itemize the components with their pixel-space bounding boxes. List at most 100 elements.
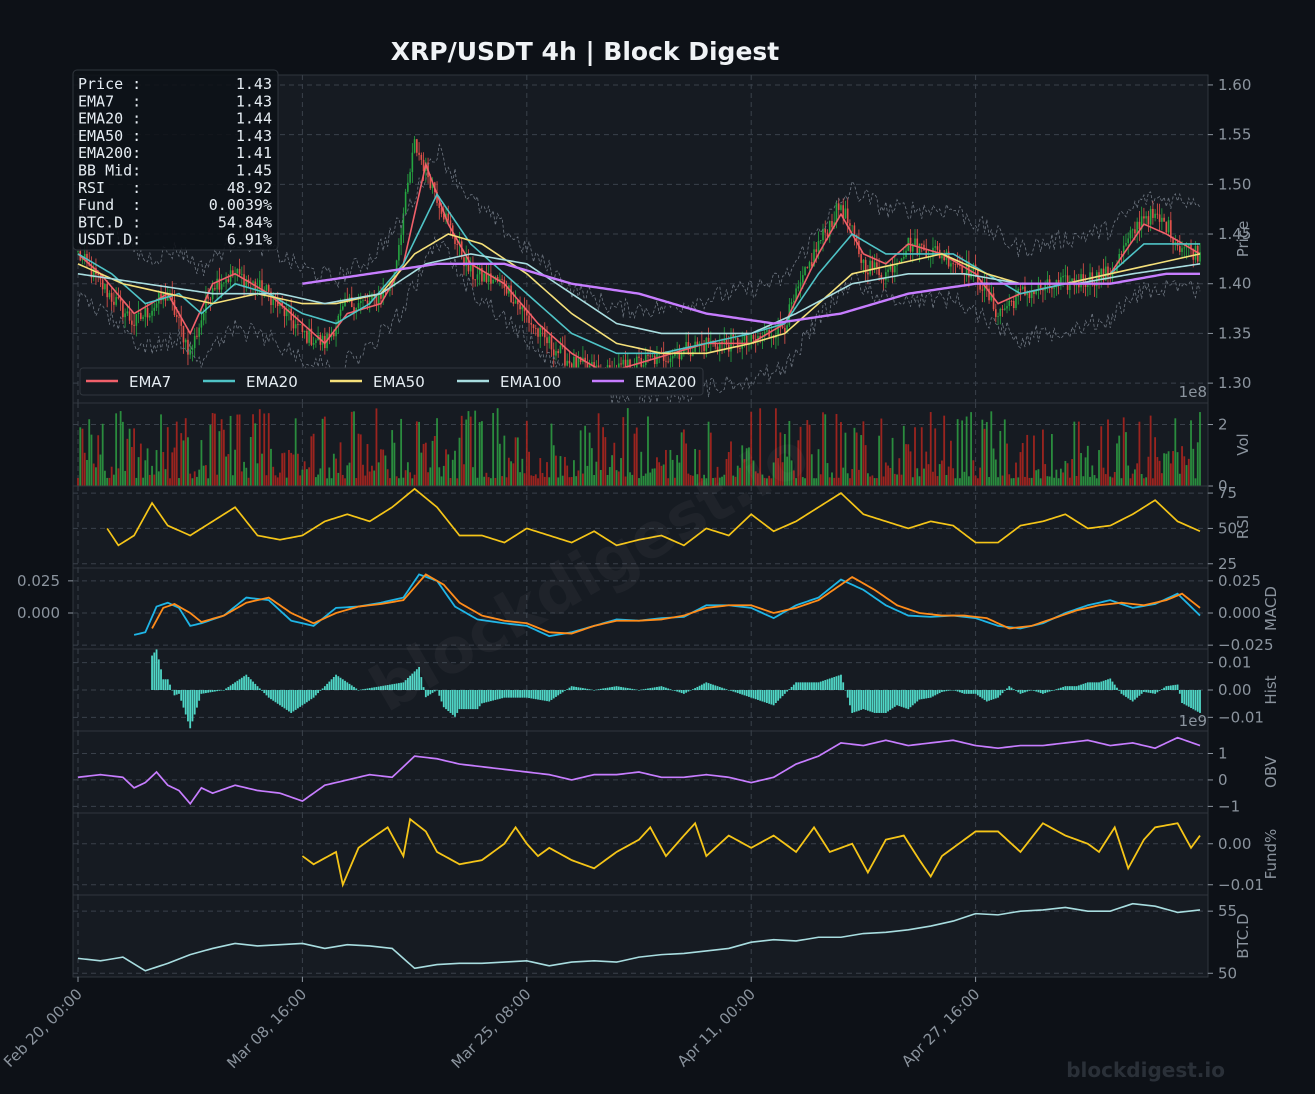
btcd-axis-label: BTC.D bbox=[1234, 913, 1252, 958]
volume-bar bbox=[1012, 478, 1015, 486]
volume-bar bbox=[297, 453, 299, 486]
volume-bar bbox=[77, 478, 79, 486]
volume-bar bbox=[860, 435, 863, 486]
hist-bar bbox=[222, 690, 225, 691]
candle-body bbox=[335, 326, 337, 337]
volume-bar bbox=[887, 465, 889, 486]
volume-bar bbox=[328, 467, 331, 486]
volume-bar bbox=[1053, 477, 1056, 486]
volume-bar bbox=[267, 413, 270, 486]
volume-bar bbox=[1075, 475, 1078, 486]
hist-bar bbox=[813, 682, 815, 690]
candle-body bbox=[483, 273, 485, 282]
hist-bar bbox=[175, 690, 178, 695]
candle-body bbox=[1172, 238, 1174, 245]
hist-bar bbox=[348, 683, 351, 690]
candle-body bbox=[160, 293, 162, 301]
candle-body bbox=[124, 313, 126, 318]
candle-body bbox=[541, 327, 544, 330]
candle-body bbox=[218, 278, 221, 290]
volume-bar bbox=[748, 447, 750, 486]
candle-body bbox=[889, 264, 892, 270]
volume-bar bbox=[712, 478, 714, 486]
candle-body bbox=[885, 272, 887, 281]
hist-bar bbox=[927, 690, 930, 699]
hist-bar bbox=[249, 679, 252, 690]
candle-body bbox=[371, 294, 373, 301]
volume-bar bbox=[967, 476, 970, 486]
hist-bar bbox=[344, 680, 346, 690]
volume-bar bbox=[1010, 478, 1013, 486]
volume-bar bbox=[481, 421, 483, 486]
volume-bar bbox=[440, 476, 443, 486]
info-value: 1.41 bbox=[236, 144, 272, 162]
candle-body bbox=[869, 260, 871, 275]
volume-bar bbox=[494, 477, 497, 486]
volume-bar bbox=[458, 437, 461, 486]
candle-body bbox=[429, 177, 432, 189]
volume-bar bbox=[586, 465, 589, 486]
candle-body bbox=[591, 362, 593, 366]
hist-bar bbox=[1181, 690, 1183, 704]
candle-body bbox=[635, 356, 638, 370]
info-label: BB Mid: bbox=[78, 162, 141, 180]
candle-body bbox=[377, 294, 380, 305]
hist-bar bbox=[1192, 690, 1195, 710]
hist-bar bbox=[227, 686, 230, 690]
price-ytick-label-4: 1.50 bbox=[1218, 175, 1251, 193]
hist-bar bbox=[1089, 682, 1091, 690]
hist-bar bbox=[763, 690, 766, 703]
volume-bar bbox=[119, 411, 122, 486]
hist-bar bbox=[521, 690, 524, 698]
volume-bar bbox=[880, 418, 883, 486]
hist-bar bbox=[339, 677, 342, 690]
candle-body bbox=[674, 353, 676, 357]
volume-bar bbox=[341, 474, 344, 486]
candle-body bbox=[101, 279, 104, 290]
volume-bar bbox=[180, 433, 183, 486]
volume-bar bbox=[431, 440, 434, 486]
hist-bar bbox=[514, 690, 517, 698]
hist-bar bbox=[433, 690, 436, 692]
candle-body bbox=[306, 330, 308, 343]
candle-body bbox=[155, 303, 158, 308]
hist-bar bbox=[638, 690, 640, 691]
volume-bar bbox=[236, 414, 239, 486]
hist-ytick-label-2: −0.01 bbox=[1218, 708, 1264, 726]
volume-bar bbox=[595, 461, 598, 486]
candle-body bbox=[288, 308, 290, 310]
volume-bar bbox=[795, 478, 797, 486]
hist-bar bbox=[593, 690, 596, 691]
candle-body bbox=[1051, 287, 1053, 289]
hist-bar bbox=[783, 690, 786, 694]
volume-bar bbox=[519, 472, 521, 486]
info-value: 6.91% bbox=[227, 231, 272, 249]
hist-bar bbox=[391, 684, 394, 690]
volume-panel: 0 2 Vol bbox=[72, 402, 1252, 495]
hist-bar bbox=[550, 690, 553, 700]
hist-bar bbox=[1093, 682, 1096, 690]
hist-bar bbox=[1183, 690, 1186, 705]
volume-bar bbox=[507, 457, 510, 486]
hist-bar bbox=[967, 690, 970, 694]
candle-body bbox=[1033, 290, 1035, 294]
volume-bar bbox=[745, 448, 748, 486]
hist-bar bbox=[231, 683, 234, 690]
volume-bar bbox=[314, 477, 317, 486]
volume-bar bbox=[330, 478, 333, 486]
candle-body bbox=[1010, 300, 1013, 302]
candle-body bbox=[357, 303, 360, 309]
hist-bar bbox=[736, 690, 739, 694]
hist-bar bbox=[586, 688, 589, 690]
hist-bar bbox=[1185, 690, 1188, 706]
candle-body bbox=[1087, 285, 1089, 287]
volume-bar bbox=[691, 475, 694, 486]
hist-bar bbox=[1044, 690, 1047, 694]
hist-bar bbox=[579, 687, 582, 690]
volume-bar bbox=[790, 460, 793, 486]
hist-bar bbox=[305, 690, 308, 703]
volume-bar bbox=[736, 465, 739, 486]
candle-body bbox=[766, 330, 768, 332]
hist-bar bbox=[371, 687, 373, 690]
